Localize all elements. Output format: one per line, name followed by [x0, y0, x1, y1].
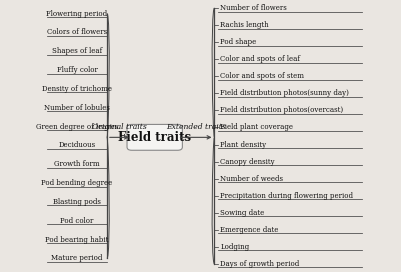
- Text: Days of growth period: Days of growth period: [221, 260, 300, 268]
- Text: Plant density: Plant density: [221, 141, 267, 149]
- Text: Flowering period: Flowering period: [47, 10, 107, 17]
- Text: Original traits: Original traits: [92, 123, 147, 131]
- Text: Rachis length: Rachis length: [221, 21, 269, 29]
- Text: Lodging: Lodging: [221, 243, 249, 251]
- Text: Precipitation during flowering period: Precipitation during flowering period: [221, 192, 353, 200]
- Text: Field distribution photos(overcast): Field distribution photos(overcast): [221, 106, 344, 115]
- Text: Extended traits: Extended traits: [166, 123, 226, 131]
- Text: Deciduous: Deciduous: [59, 141, 95, 149]
- Text: Colors of flowers: Colors of flowers: [47, 28, 107, 36]
- FancyBboxPatch shape: [127, 124, 182, 150]
- Text: Green degree of leaves: Green degree of leaves: [36, 123, 118, 131]
- Text: Field plant coverage: Field plant coverage: [221, 123, 294, 131]
- Text: Color and spots of leaf: Color and spots of leaf: [221, 55, 300, 63]
- Text: Mature period: Mature period: [51, 255, 103, 262]
- Text: Fluffy color: Fluffy color: [57, 66, 97, 74]
- Text: Emergence date: Emergence date: [221, 226, 279, 234]
- Text: Number of flowers: Number of flowers: [221, 4, 287, 12]
- Text: Blasting pods: Blasting pods: [53, 198, 101, 206]
- Text: Canopy density: Canopy density: [221, 157, 275, 166]
- Text: Shapes of leaf: Shapes of leaf: [52, 47, 102, 55]
- Text: Pod bending degree: Pod bending degree: [41, 179, 113, 187]
- Text: Growth form: Growth form: [54, 160, 100, 168]
- Text: Field distribution photos(sunny day): Field distribution photos(sunny day): [221, 89, 349, 97]
- Text: Pod bearing habit: Pod bearing habit: [45, 236, 109, 244]
- Text: Color and spots of stem: Color and spots of stem: [221, 72, 304, 80]
- Text: Field traits: Field traits: [118, 131, 191, 144]
- Text: Pod shape: Pod shape: [221, 38, 257, 46]
- Text: Number of lobules: Number of lobules: [44, 104, 110, 112]
- Text: Pod color: Pod color: [61, 217, 94, 225]
- Text: Number of weeds: Number of weeds: [221, 175, 284, 183]
- Text: Density of trichome: Density of trichome: [42, 85, 112, 93]
- Text: Sowing date: Sowing date: [221, 209, 265, 217]
